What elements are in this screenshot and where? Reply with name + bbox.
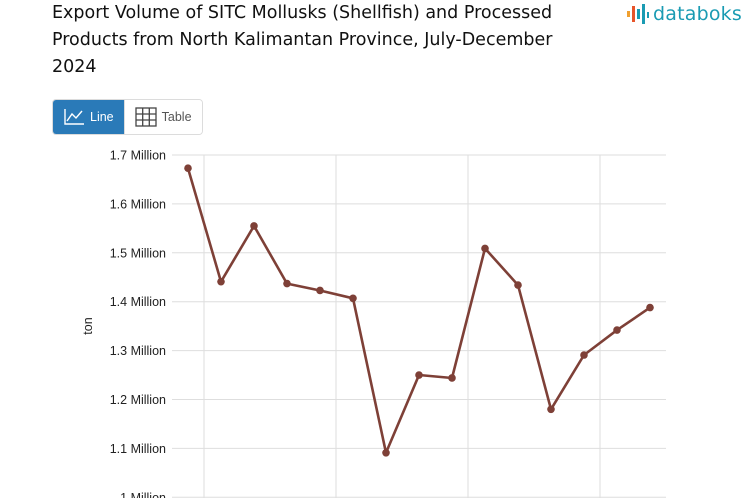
y-tick-label: 1.1 Million (110, 442, 166, 456)
line-view-button[interactable]: Line (53, 100, 124, 134)
line-chart-icon (64, 109, 84, 125)
y-tick-label: 1 Million (120, 491, 166, 498)
brand-logo: databoks (626, 2, 742, 26)
data-point[interactable] (514, 281, 522, 289)
data-point[interactable] (382, 449, 390, 457)
series-line (186, 167, 651, 455)
data-point[interactable] (547, 405, 555, 414)
data-point[interactable] (646, 303, 654, 312)
y-tick-label: 1.4 Million (110, 295, 166, 309)
databoks-bars-icon (627, 4, 649, 24)
data-point[interactable] (184, 164, 192, 173)
y-tick-label: 1.3 Million (110, 344, 166, 358)
line-view-label: Line (90, 110, 114, 124)
data-point[interactable] (580, 351, 588, 359)
y-axis-label: ton (81, 317, 95, 334)
data-point[interactable] (448, 374, 456, 382)
table-view-label: Table (161, 110, 192, 124)
data-point[interactable] (349, 294, 357, 303)
chart-title: Export Volume of SITC Mollusks (Shellfis… (52, 3, 553, 77)
y-tick-label: 1.7 Million (110, 149, 166, 163)
data-point[interactable] (415, 371, 423, 379)
view-toggle: Line Table (52, 99, 203, 135)
data-point[interactable] (613, 326, 621, 334)
y-tick-label: 1.2 Million (110, 393, 166, 407)
data-point[interactable] (481, 244, 489, 253)
brand-name: databoks (653, 3, 742, 25)
table-grid-icon (134, 107, 157, 127)
data-point[interactable] (217, 277, 225, 286)
y-tick-label: 1.5 Million (110, 246, 166, 260)
data-point[interactable] (316, 286, 324, 295)
y-tick-label: 1.6 Million (110, 197, 166, 211)
table-view-button[interactable]: Table (123, 100, 202, 134)
data-point[interactable] (250, 222, 258, 230)
data-point[interactable] (283, 279, 291, 288)
